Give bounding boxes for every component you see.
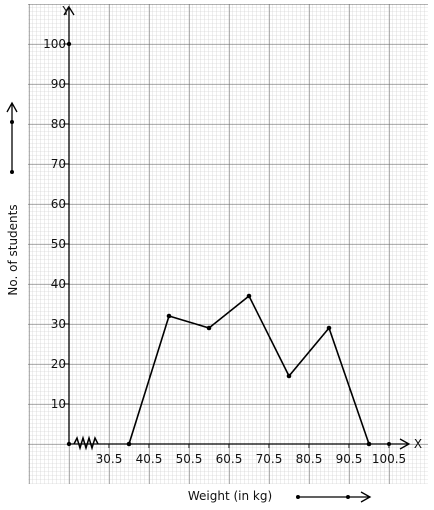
point (126, 441, 132, 447)
x-tick-label: 90.5 (336, 452, 363, 466)
x-axis-letter: X (414, 437, 422, 451)
y-tick-label: 20 (51, 357, 66, 371)
y-tick-label: 60 (51, 197, 66, 211)
x-tick-label: 80.5 (296, 452, 323, 466)
point (166, 313, 172, 319)
point (286, 373, 292, 379)
y-tick-label: 30 (51, 317, 66, 331)
y-axis-letter: Y (61, 4, 70, 18)
y-tick-label: 10 (51, 397, 66, 411)
y-tick-label: 70 (51, 157, 66, 171)
graph-paper-major (28, 4, 428, 484)
x-tick-label: 70.5 (256, 452, 283, 466)
point (326, 325, 332, 331)
y-tick-label: 100 (43, 37, 66, 51)
x-axis-label: Weight (in kg) (188, 489, 272, 503)
x-tick-label: 50.5 (176, 452, 203, 466)
y-tick-label: 90 (51, 77, 66, 91)
x-tick-label: 40.5 (136, 452, 163, 466)
x-tick-label: 30.5 (96, 452, 123, 466)
x-tick-label: 100.5 (372, 452, 406, 466)
y-tick-label: 80 (51, 117, 66, 131)
point (366, 441, 372, 447)
axes (6, 5, 411, 503)
y-axis-label: No. of students (6, 204, 20, 295)
x-tick-label: 60.5 (216, 452, 243, 466)
y-tick-label: 50 (51, 237, 66, 251)
y-tick-label: 40 (51, 277, 66, 291)
point (246, 293, 252, 299)
point (206, 325, 212, 331)
